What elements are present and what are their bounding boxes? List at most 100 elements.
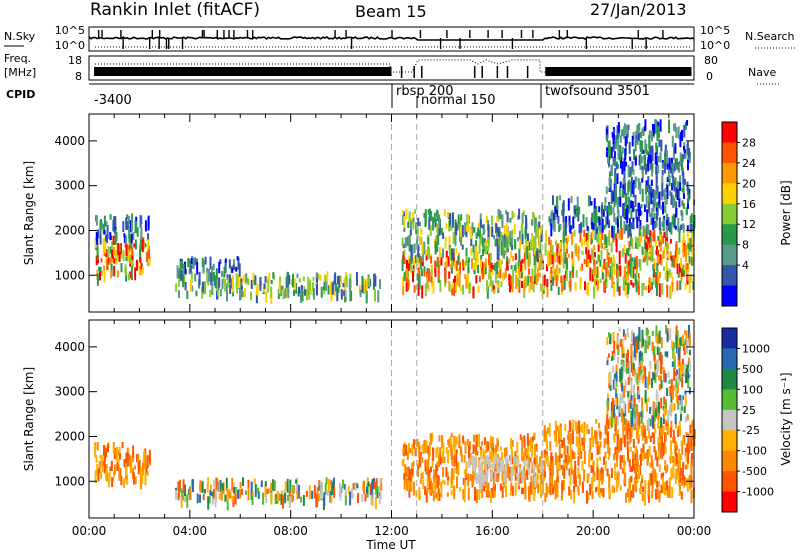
data-cell [459, 487, 462, 492]
data-cell [121, 442, 124, 449]
data-cell [626, 428, 629, 440]
data-cell [500, 231, 503, 245]
data-cell [501, 214, 504, 228]
data-cell [134, 226, 137, 233]
data-cell [563, 444, 566, 455]
data-cell [504, 456, 507, 461]
data-cell [568, 215, 571, 226]
data-cell [457, 462, 460, 476]
data-cell [619, 265, 622, 277]
data-cell [671, 340, 674, 350]
data-cell [651, 207, 654, 219]
data-cell [625, 161, 628, 167]
data-cell [201, 257, 204, 267]
data-cell [556, 425, 559, 431]
data-cell [550, 225, 553, 237]
data-cell [679, 394, 682, 405]
data-cell [414, 209, 417, 214]
data-cell [608, 372, 611, 384]
data-cell [619, 157, 622, 169]
data-cell [629, 446, 632, 452]
data-cell [587, 492, 590, 501]
data-cell [643, 368, 646, 374]
data-cell [671, 388, 674, 399]
data-cell [503, 237, 506, 248]
data-cell [287, 495, 290, 501]
data-cell [673, 164, 676, 172]
data-cell [653, 446, 656, 453]
data-cell [221, 271, 224, 277]
data-cell [215, 477, 218, 490]
data-cell [650, 234, 653, 247]
data-cell [492, 285, 495, 290]
data-cell [606, 356, 609, 361]
data-cell [671, 277, 674, 288]
data-cell [450, 265, 453, 274]
data-cell [577, 456, 580, 466]
data-cell [575, 243, 578, 257]
data-cell [666, 236, 669, 243]
data-cell [96, 273, 99, 286]
data-cell [533, 432, 536, 441]
data-cell [621, 129, 624, 137]
station-title: Rankin Inlet (fitACF) [90, 0, 260, 20]
data-cell [491, 463, 494, 473]
data-cell [644, 389, 647, 402]
data-cell [674, 260, 677, 268]
data-cell [428, 216, 431, 231]
data-cell [416, 227, 419, 236]
data-cell [282, 495, 284, 509]
data-cell [637, 273, 640, 278]
data-cell [570, 467, 573, 475]
data-cell [657, 121, 660, 128]
data-cell [524, 226, 527, 240]
data-cell [636, 216, 639, 229]
data-cell [658, 426, 661, 437]
data-cell [556, 470, 559, 479]
data-cell [123, 235, 126, 243]
data-cell [686, 147, 689, 156]
data-cell [679, 152, 682, 167]
data-cell [622, 276, 625, 291]
data-cell [436, 246, 439, 253]
data-cell [687, 199, 689, 209]
data-cell [406, 466, 409, 474]
data-cell [679, 263, 681, 273]
data-cell [545, 230, 547, 242]
data-cell [247, 479, 250, 490]
data-cell [374, 289, 376, 302]
data-cell [504, 470, 507, 478]
data-cell [312, 276, 315, 281]
data-cell [456, 476, 458, 489]
data-cell [635, 208, 638, 219]
data-cell [627, 349, 629, 360]
data-cell [599, 278, 602, 284]
data-cell [480, 259, 482, 268]
data-cell [554, 252, 557, 263]
data-cell [229, 492, 232, 499]
data-cell [639, 156, 642, 170]
data-cell [429, 480, 432, 490]
data-cell [246, 278, 249, 284]
data-cell [437, 264, 440, 279]
data-cell [372, 491, 375, 497]
data-cell [669, 239, 672, 244]
data-cell [546, 285, 549, 298]
data-cell [566, 248, 568, 254]
data-cell [655, 272, 658, 277]
data-cell [668, 477, 671, 490]
data-cell [687, 450, 690, 464]
data-cell [436, 261, 439, 268]
data-cell [485, 240, 488, 247]
data-cell [623, 171, 626, 182]
colorbar-segment [722, 328, 737, 349]
data-cell [225, 283, 228, 295]
data-cell [407, 263, 410, 271]
data-cell [558, 455, 561, 463]
data-cell [459, 261, 462, 275]
data-cell [513, 265, 516, 271]
data-cell [135, 220, 138, 228]
data-cell [663, 396, 666, 405]
data-cell [623, 472, 626, 485]
data-cell [587, 227, 590, 240]
